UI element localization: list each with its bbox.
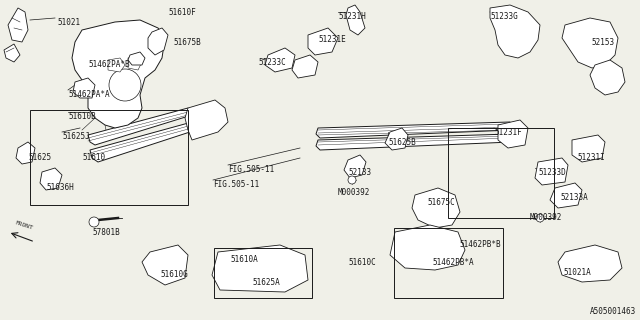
Bar <box>448 128 554 218</box>
Text: 51675B: 51675B <box>173 38 201 47</box>
Text: 51231F: 51231F <box>494 128 522 137</box>
Polygon shape <box>212 245 308 292</box>
Polygon shape <box>558 245 622 282</box>
Text: 51636H: 51636H <box>46 183 74 192</box>
Text: 51610C: 51610C <box>348 258 376 267</box>
Text: 51610F: 51610F <box>168 8 196 17</box>
Polygon shape <box>128 55 142 70</box>
Circle shape <box>89 217 99 227</box>
Text: 51625B: 51625B <box>388 138 416 147</box>
Text: 51233D: 51233D <box>538 168 566 177</box>
Polygon shape <box>108 58 125 72</box>
Polygon shape <box>412 188 460 228</box>
Text: 51231I: 51231I <box>577 153 605 162</box>
Text: M000392: M000392 <box>338 188 371 197</box>
Polygon shape <box>590 60 625 95</box>
Polygon shape <box>40 168 62 190</box>
Polygon shape <box>572 135 605 162</box>
Text: 51625: 51625 <box>28 153 51 162</box>
Text: 57801B: 57801B <box>92 228 120 237</box>
Circle shape <box>109 69 141 101</box>
Text: 51231H: 51231H <box>338 12 365 21</box>
Text: FIG.505-11: FIG.505-11 <box>228 165 275 174</box>
Polygon shape <box>535 158 568 185</box>
Text: 51462PB*B: 51462PB*B <box>459 240 500 249</box>
Text: M000392: M000392 <box>530 213 563 222</box>
Text: 51021A: 51021A <box>563 268 591 277</box>
Text: FRONT: FRONT <box>14 220 33 231</box>
Bar <box>394 228 503 298</box>
Polygon shape <box>148 28 168 55</box>
Polygon shape <box>90 122 196 162</box>
Bar <box>214 248 312 298</box>
Text: 51610: 51610 <box>82 153 105 162</box>
Text: A505001463: A505001463 <box>589 307 636 316</box>
Polygon shape <box>142 245 188 285</box>
Polygon shape <box>498 120 528 148</box>
Polygon shape <box>562 18 618 68</box>
Text: 51625J: 51625J <box>62 132 90 141</box>
Text: 51462PA*B: 51462PA*B <box>88 60 130 69</box>
Text: 51233G: 51233G <box>490 12 518 21</box>
Text: 51231E: 51231E <box>318 35 346 44</box>
Polygon shape <box>128 52 145 65</box>
Polygon shape <box>292 55 318 78</box>
Polygon shape <box>265 48 295 72</box>
Polygon shape <box>316 134 512 150</box>
Polygon shape <box>390 225 465 270</box>
Polygon shape <box>344 155 366 178</box>
Polygon shape <box>308 28 338 55</box>
Polygon shape <box>73 78 95 98</box>
Text: FIG.505-11: FIG.505-11 <box>213 180 259 189</box>
Circle shape <box>348 176 356 184</box>
Polygon shape <box>72 20 165 128</box>
Text: 51625A: 51625A <box>252 278 280 287</box>
Polygon shape <box>490 5 540 58</box>
Text: 51462PB*A: 51462PB*A <box>432 258 474 267</box>
Polygon shape <box>4 44 20 62</box>
Text: 51021: 51021 <box>57 18 80 27</box>
Polygon shape <box>346 5 365 35</box>
Polygon shape <box>550 183 582 208</box>
Text: 51675C: 51675C <box>427 198 455 207</box>
Text: 52153: 52153 <box>591 38 614 47</box>
Text: 52133A: 52133A <box>560 193 588 202</box>
Polygon shape <box>185 100 228 140</box>
Bar <box>30 110 188 205</box>
Polygon shape <box>8 8 28 42</box>
Text: 52133: 52133 <box>348 168 371 177</box>
Polygon shape <box>316 122 512 138</box>
Circle shape <box>536 214 544 222</box>
Text: 51610B: 51610B <box>68 112 96 121</box>
Text: 51462PA*A: 51462PA*A <box>68 90 109 99</box>
Polygon shape <box>88 108 192 145</box>
Text: 51610G: 51610G <box>160 270 188 279</box>
Polygon shape <box>385 128 408 150</box>
Text: 51233C: 51233C <box>258 58 285 67</box>
Text: 51610A: 51610A <box>230 255 258 264</box>
Polygon shape <box>16 142 35 164</box>
